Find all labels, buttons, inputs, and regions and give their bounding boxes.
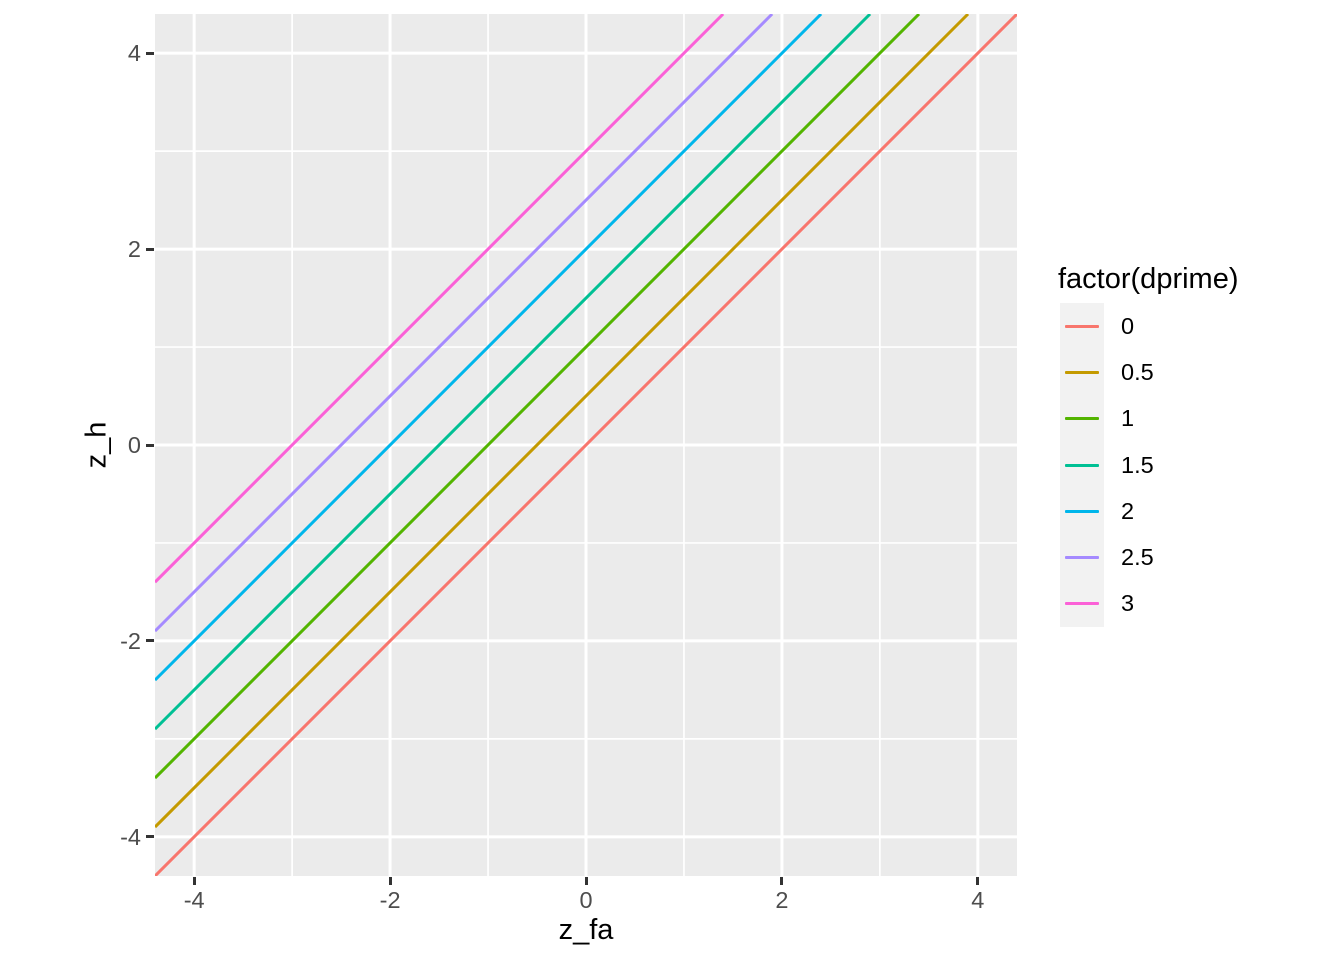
legend: factor(dprime) 0 0.5 1 1.5 2 2.5 3 [1058, 262, 1239, 628]
plot-panel [155, 14, 1017, 876]
legend-key-line-icon [1065, 602, 1099, 606]
y-tick-label: -4 [120, 823, 141, 850]
legend-entry-2: 2 [1058, 488, 1239, 535]
legend-entry-1: 1 [1058, 395, 1239, 442]
legend-key-line-icon [1065, 324, 1099, 328]
legend-title: factor(dprime) [1058, 263, 1239, 295]
legend-entry-2.5: 2.5 [1058, 534, 1239, 581]
y-tick-mark [146, 639, 154, 643]
legend-key-swatch [1060, 488, 1104, 535]
x-tick-mark [584, 877, 588, 885]
y-tick-mark [146, 51, 154, 55]
y-tick-label: 0 [127, 432, 141, 458]
legend-entry-label: 1 [1121, 405, 1135, 432]
series-line-dprime-1 [155, 14, 921, 780]
legend-entry-0.5: 0.5 [1058, 349, 1239, 396]
x-tick-mark [976, 877, 980, 885]
series-line-dprime-2.5 [155, 14, 774, 633]
legend-key-line-icon [1065, 463, 1099, 467]
x-tick-label: 2 [775, 887, 789, 913]
x-tick-label: 4 [971, 887, 985, 913]
y-tick-label: -2 [120, 627, 141, 654]
x-tick-mark [780, 877, 784, 885]
legend-entry-label: 0.5 [1121, 358, 1154, 385]
legend-key-line-icon [1065, 556, 1099, 560]
legend-key-line-icon [1065, 509, 1099, 513]
x-tick-mark [192, 877, 196, 885]
legend-entry-label: 2 [1121, 497, 1135, 524]
legend-entry-3: 3 [1058, 580, 1239, 628]
legend-key-swatch [1060, 303, 1104, 350]
x-tick-label: -2 [379, 887, 401, 913]
legend-key-swatch [1060, 534, 1104, 581]
legend-entry-1.5: 1.5 [1058, 441, 1239, 489]
legend-keys: 0 0.5 1 1.5 2 2.5 3 [1058, 303, 1239, 628]
legend-key-swatch [1060, 395, 1104, 442]
series-line-dprime-2 [155, 14, 823, 682]
y-tick-mark [146, 247, 154, 251]
series-line-dprime-0.5 [155, 14, 970, 829]
y-tick-label: 2 [127, 236, 141, 263]
legend-entry-label: 3 [1121, 590, 1135, 617]
x-tick-label: 0 [579, 887, 593, 913]
legend-key-swatch [1060, 349, 1104, 396]
y-tick-mark [146, 835, 154, 839]
y-tick-mark [146, 443, 154, 447]
x-tick-mark [388, 877, 392, 885]
legend-key-line-icon [1065, 417, 1099, 421]
legend-entry-label: 0 [1121, 312, 1135, 339]
legend-entry-label: 1.5 [1121, 451, 1154, 478]
x-tick-label: -4 [183, 887, 205, 913]
series-line-dprime-1.5 [155, 14, 872, 731]
plot-canvas [155, 14, 1017, 876]
y-tick-label: 4 [127, 40, 141, 67]
legend-key-swatch [1060, 580, 1104, 628]
series-line-dprime-3 [155, 14, 725, 584]
y-axis-title: z_h [80, 421, 113, 469]
legend-entry-label: 2.5 [1121, 544, 1154, 571]
series-line-dprime-0 [155, 14, 1017, 876]
legend-entry-0: 0 [1058, 303, 1239, 350]
x-axis-title: z_fa [558, 914, 614, 946]
legend-key-line-icon [1065, 370, 1099, 374]
legend-key-swatch [1060, 441, 1104, 489]
